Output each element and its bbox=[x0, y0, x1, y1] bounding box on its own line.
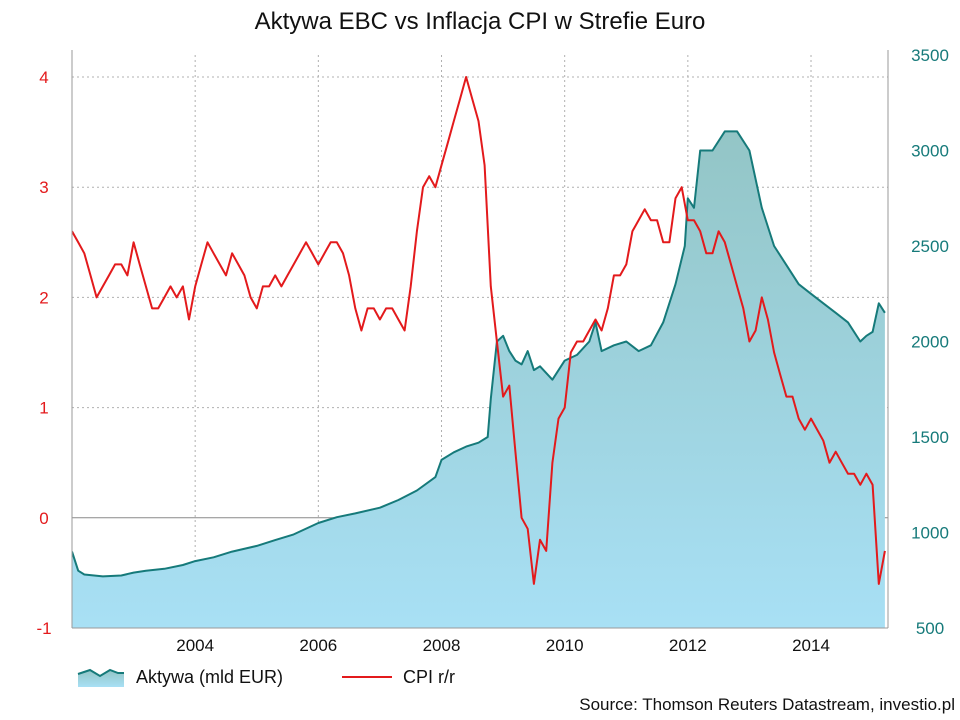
legend-label-aktywa: Aktywa (mld EUR) bbox=[136, 667, 283, 687]
y-right-tick-label: 3500 bbox=[911, 46, 949, 65]
chart-title: Aktywa EBC vs Inflacja CPI w Strefie Eur… bbox=[255, 8, 706, 35]
y-left-tick-label: -1 bbox=[36, 619, 51, 638]
legend-label-cpi: CPI r/r bbox=[403, 667, 455, 687]
y-left-tick-label: 1 bbox=[39, 399, 48, 418]
axes bbox=[71, 50, 889, 629]
tick-labels: 4 3 2 1 0 -1 3500 3000 2500 2000 1500 1000 500 2004 20… bbox=[36, 46, 948, 655]
y-right-tick-label: 1500 bbox=[911, 428, 949, 447]
area-series-layer bbox=[72, 130, 886, 628]
y-right-tick-label: 1000 bbox=[911, 524, 949, 543]
legend-item-cpi: CPI r/r bbox=[342, 667, 455, 687]
source-note: Source: Thomson Reuters Datastream, inve… bbox=[579, 695, 955, 714]
series-cpi-line bbox=[72, 76, 886, 585]
x-tick-label: 2010 bbox=[546, 636, 584, 655]
series-aktywa-area bbox=[72, 131, 885, 628]
y-left-tick-label: 3 bbox=[39, 178, 48, 197]
legend-swatch-aktywa bbox=[78, 670, 124, 687]
x-tick-label: 2008 bbox=[423, 636, 461, 655]
legend-item-aktywa: Aktywa (mld EUR) bbox=[77, 667, 283, 687]
legend-line-aktywa bbox=[77, 668, 124, 678]
x-tick-label: 2006 bbox=[299, 636, 337, 655]
y-left-tick-label: 4 bbox=[39, 68, 48, 87]
y-right-tick-label: 2000 bbox=[911, 333, 949, 352]
line-series-layer bbox=[72, 76, 886, 585]
series-aktywa-line bbox=[72, 130, 886, 578]
y-right-tick-label: 500 bbox=[916, 619, 944, 638]
x-tick-label: 2014 bbox=[792, 636, 830, 655]
x-tick-label: 2004 bbox=[176, 636, 214, 655]
y-left-tick-label: 2 bbox=[39, 288, 48, 307]
y-left-tick-label: 0 bbox=[39, 509, 48, 528]
y-right-tick-label: 2500 bbox=[911, 237, 949, 256]
x-tick-label: 2012 bbox=[669, 636, 707, 655]
y-right-tick-label: 3000 bbox=[911, 142, 949, 161]
legend: Aktywa (mld EUR) CPI r/r bbox=[77, 667, 455, 687]
